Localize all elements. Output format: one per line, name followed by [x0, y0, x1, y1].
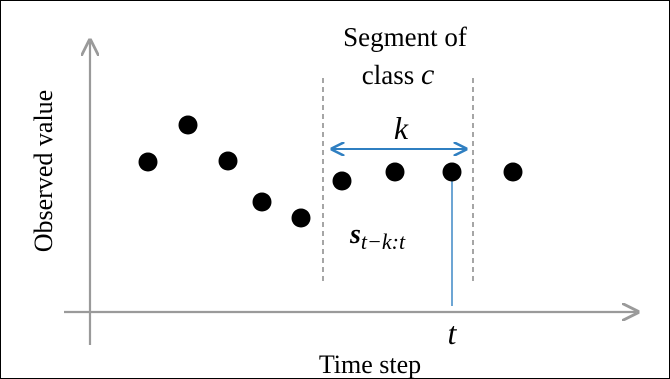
observation-point-2 [178, 115, 198, 135]
observation-point-6 [332, 171, 352, 191]
subsequence-label: st−k:t [349, 219, 406, 254]
segment-label-line1: Segment of [343, 22, 467, 52]
segment-label-prefix: class [362, 60, 421, 90]
segment-label-line2: class c [362, 58, 435, 91]
observation-point-5 [291, 208, 311, 228]
observation-point-7 [385, 162, 405, 182]
observation-point-1 [138, 152, 158, 172]
subsequence-subscript: t−k:t [361, 229, 406, 254]
subsequence-symbol: s [349, 219, 361, 250]
observation-point-4 [252, 192, 272, 212]
y-axis-label: Observed value [29, 90, 58, 252]
observation-point-3 [218, 151, 238, 171]
window-width-label: k [394, 110, 409, 146]
time-marker-label: t [448, 315, 458, 351]
observation-point-9 [503, 162, 523, 182]
x-axis-label: Time step [319, 350, 421, 379]
observation-point-8 [442, 162, 462, 182]
class-variable: c [421, 58, 434, 91]
observation-points [138, 115, 523, 228]
